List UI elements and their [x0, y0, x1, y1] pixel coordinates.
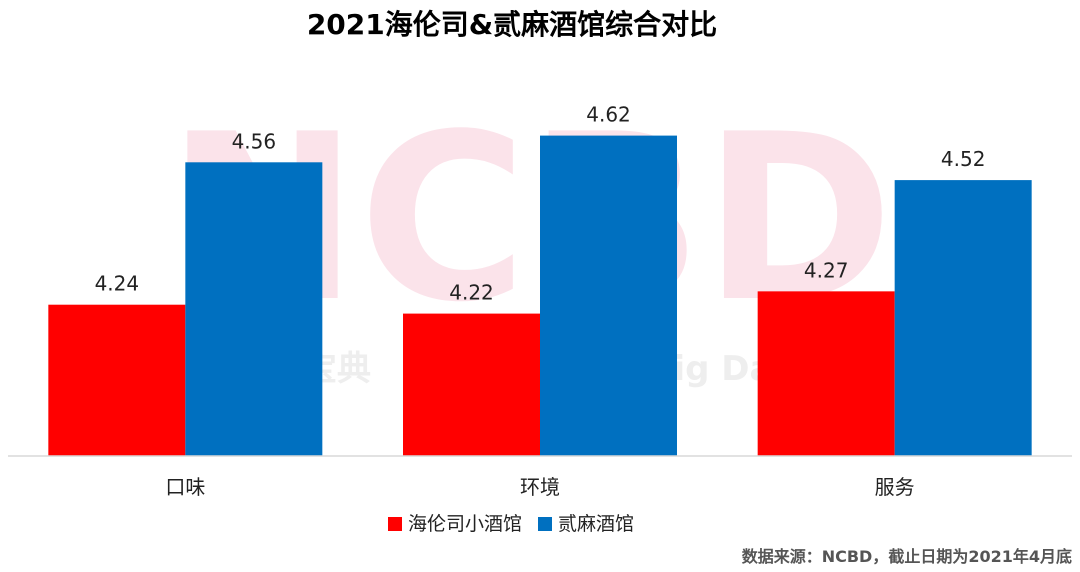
value-label: 4.22 — [449, 281, 494, 305]
bar-hailunsi-1 — [48, 304, 186, 456]
value-label: 4.62 — [586, 103, 631, 127]
category-label: 服务 — [875, 475, 915, 499]
value-label: 4.27 — [804, 258, 849, 282]
legend-swatch — [388, 517, 402, 531]
value-labels: 4.24 4.56 4.22 4.62 4.27 4.52 — [95, 103, 986, 305]
value-label: 4.52 — [941, 147, 986, 171]
category-label: 口味 — [165, 475, 205, 499]
bar-erma-2 — [540, 135, 677, 456]
category-label: 环境 — [520, 475, 560, 499]
bars — [48, 135, 1032, 457]
bar-erma-3 — [894, 180, 1032, 456]
source-note: 数据来源：NCBD，截止日期为2021年4月底 — [742, 547, 1072, 566]
legend-label: 海伦司小酒馆 — [408, 513, 522, 535]
bar-hailunsi-3 — [757, 291, 895, 456]
value-label: 4.24 — [95, 272, 140, 296]
value-label: 4.56 — [232, 129, 277, 153]
legend-label: 贰麻酒馆 — [558, 513, 634, 535]
category-labels: 口味 环境 服务 — [165, 475, 914, 499]
legend-swatch — [538, 517, 552, 531]
legend: 海伦司小酒馆 贰麻酒馆 — [388, 513, 634, 535]
chart-title: 2021海伦司&贰麻酒馆综合对比 — [307, 8, 717, 41]
bar-erma-1 — [185, 162, 323, 457]
bar-hailunsi-2 — [403, 313, 540, 456]
